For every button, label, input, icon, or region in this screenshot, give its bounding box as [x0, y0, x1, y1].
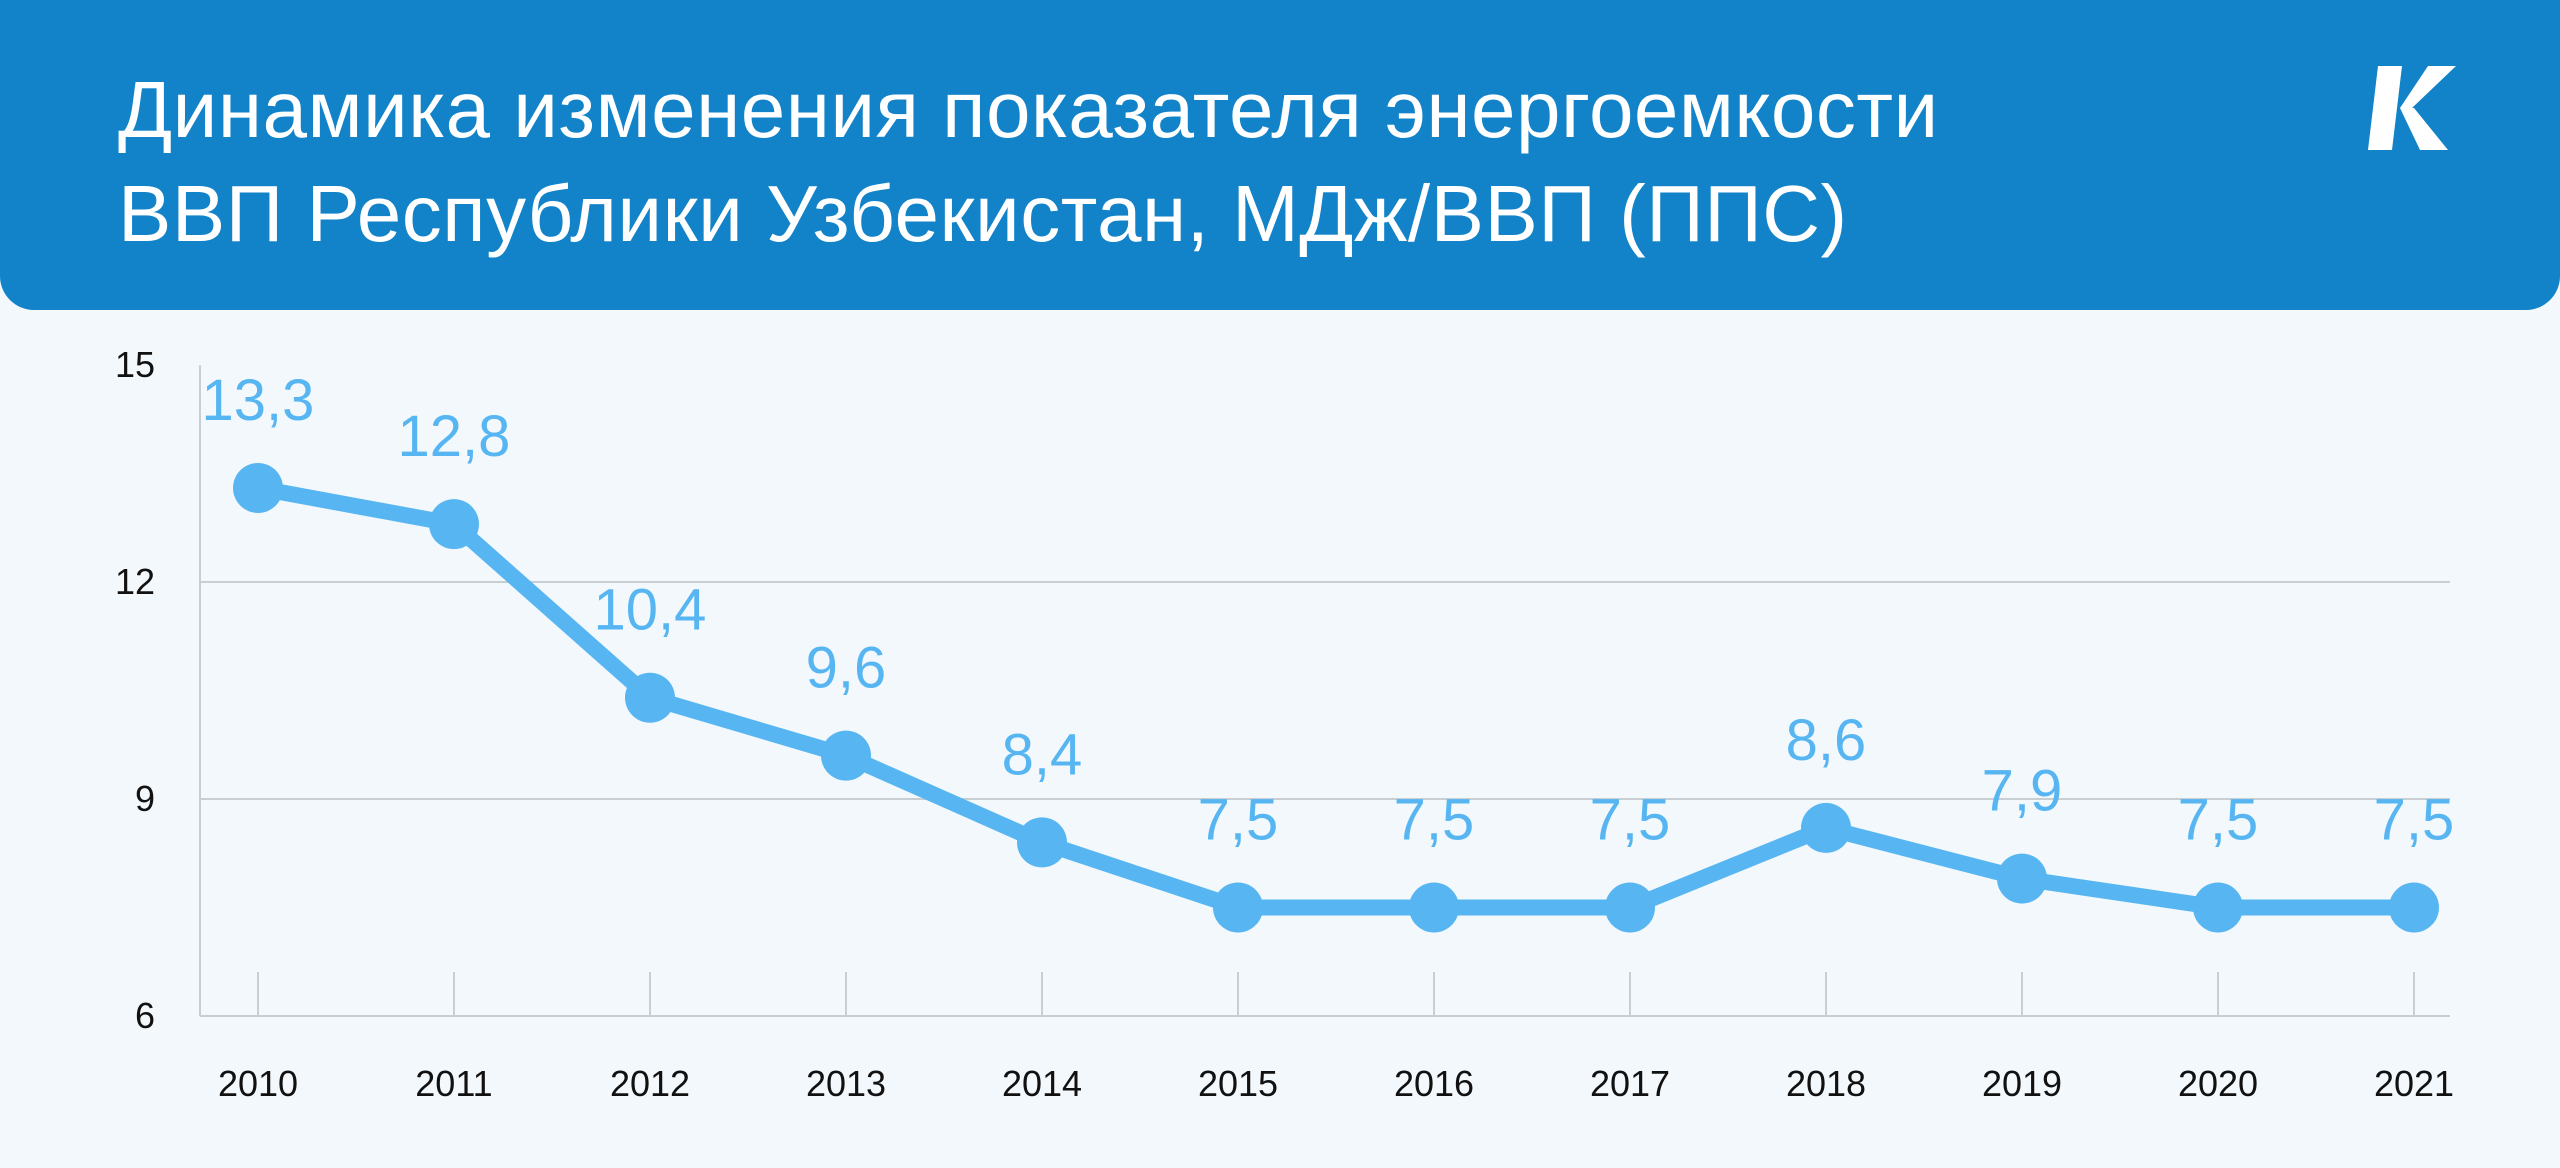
- x-tick-label: 2010: [218, 1063, 298, 1104]
- x-tick-label: 2021: [2374, 1063, 2454, 1104]
- data-label: 7,5: [1198, 788, 1279, 853]
- data-label: 7,5: [1394, 788, 1475, 853]
- data-point: [1409, 882, 1459, 933]
- title-line-2: ВВП Республики Узбекистан, МДж/ВВП (ППС): [118, 169, 1848, 258]
- data-label: 8,6: [1786, 708, 1867, 773]
- data-point: [1605, 882, 1655, 933]
- x-tick-label: 2020: [2178, 1063, 2258, 1104]
- y-tick-label: 12: [115, 561, 155, 602]
- data-point: [821, 730, 871, 781]
- x-tick-label: 2011: [415, 1063, 492, 1104]
- y-tick-label: 9: [135, 778, 155, 819]
- data-label: 10,4: [594, 578, 707, 643]
- kursiv-logo-icon: [2368, 66, 2456, 150]
- y-tick-label: 15: [115, 344, 155, 385]
- x-tick-label: 2013: [806, 1063, 886, 1104]
- x-tick-label: 2015: [1198, 1063, 1278, 1104]
- x-tick-label: 2017: [1590, 1063, 1670, 1104]
- data-point: [2193, 882, 2243, 933]
- grid-layer: [200, 581, 2450, 800]
- x-tick-label: 2018: [1786, 1063, 1866, 1104]
- data-label: 7,5: [2374, 788, 2455, 853]
- data-label: 13,3: [202, 368, 315, 433]
- data-label: 12,8: [398, 404, 511, 469]
- header-banner: Динамика изменения показателя энергоемко…: [0, 0, 2560, 310]
- data-point: [1017, 817, 1067, 868]
- x-tick-label: 2019: [1982, 1063, 2062, 1104]
- x-tick-label: 2014: [1002, 1063, 1082, 1104]
- data-point: [625, 672, 675, 723]
- data-label: 7,5: [1590, 788, 1671, 853]
- data-label: 8,4: [1002, 722, 1083, 787]
- series-line: [250, 479, 2422, 916]
- data-label: 7,9: [1982, 759, 2063, 824]
- data-label: 7,5: [2178, 788, 2259, 853]
- axis-layer: 15 12 9 6 2010 2011 2012 2013 2014 2015 2016 2017 20…: [115, 344, 2454, 1104]
- label-layer: 13,3 12,8 10,4 9,6 8,4 7,5 7,5 7,5 8,6 7,9 7,5 7,5: [202, 368, 2455, 853]
- data-point: [1997, 853, 2047, 904]
- data-label: 9,6: [806, 636, 887, 701]
- data-point: [1801, 802, 1851, 853]
- series-layer: [233, 462, 2439, 933]
- data-point: [429, 499, 479, 550]
- chart-title: Динамика изменения показателя энергоемко…: [118, 58, 2268, 266]
- x-tick-label: 2012: [610, 1063, 690, 1104]
- data-point: [1213, 882, 1263, 933]
- title-line-1: Динамика изменения показателя энергоемко…: [118, 65, 1939, 154]
- data-point: [233, 462, 283, 513]
- y-tick-label: 6: [135, 995, 155, 1036]
- data-point: [2389, 882, 2439, 933]
- x-tick-label: 2016: [1394, 1063, 1474, 1104]
